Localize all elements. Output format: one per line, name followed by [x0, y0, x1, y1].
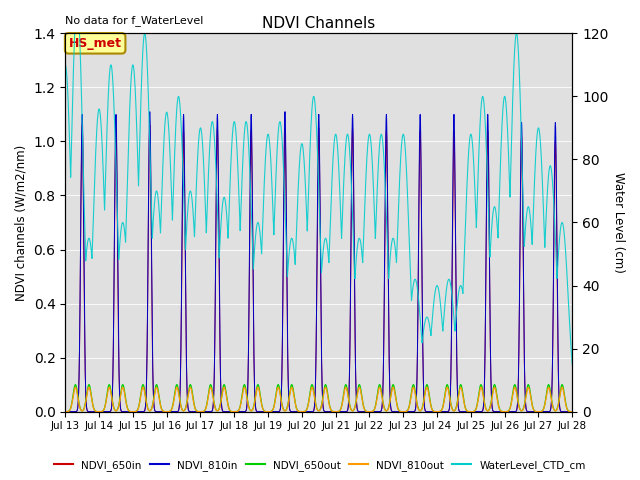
Y-axis label: NDVI channels (W/m2/nm): NDVI channels (W/m2/nm): [15, 144, 28, 300]
Legend: NDVI_650in, NDVI_810in, NDVI_650out, NDVI_810out, WaterLevel_CTD_cm: NDVI_650in, NDVI_810in, NDVI_650out, NDV…: [50, 456, 590, 475]
Title: NDVI Channels: NDVI Channels: [262, 16, 376, 31]
Text: No data for f_WaterLevel: No data for f_WaterLevel: [65, 15, 204, 26]
Y-axis label: Water Level (cm): Water Level (cm): [612, 172, 625, 273]
Text: HS_met: HS_met: [68, 37, 122, 50]
